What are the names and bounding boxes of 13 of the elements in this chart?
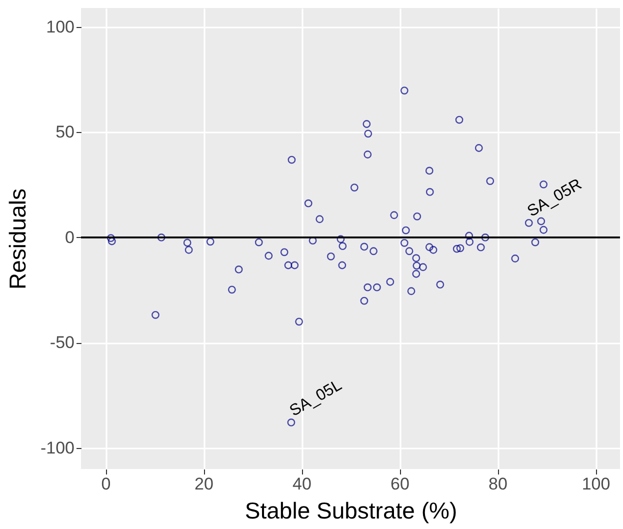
- y-tick-label: -100: [40, 438, 74, 458]
- x-tick-label: 100: [582, 474, 610, 494]
- x-tick-label: 80: [488, 474, 508, 494]
- x-tick-label: 40: [292, 474, 312, 494]
- x-tick-label: 0: [101, 474, 111, 494]
- y-axis-title: Residuals: [4, 188, 30, 290]
- x-axis-title: Stable Substrate (%): [244, 498, 458, 524]
- x-tick-label: 60: [390, 474, 410, 494]
- y-tick-label: -50: [50, 333, 74, 352]
- y-tick-label: 0: [65, 228, 74, 247]
- y-tick-label: 50: [56, 122, 74, 142]
- x-tick-label: 20: [194, 474, 214, 494]
- y-tick-label: 100: [46, 17, 74, 36]
